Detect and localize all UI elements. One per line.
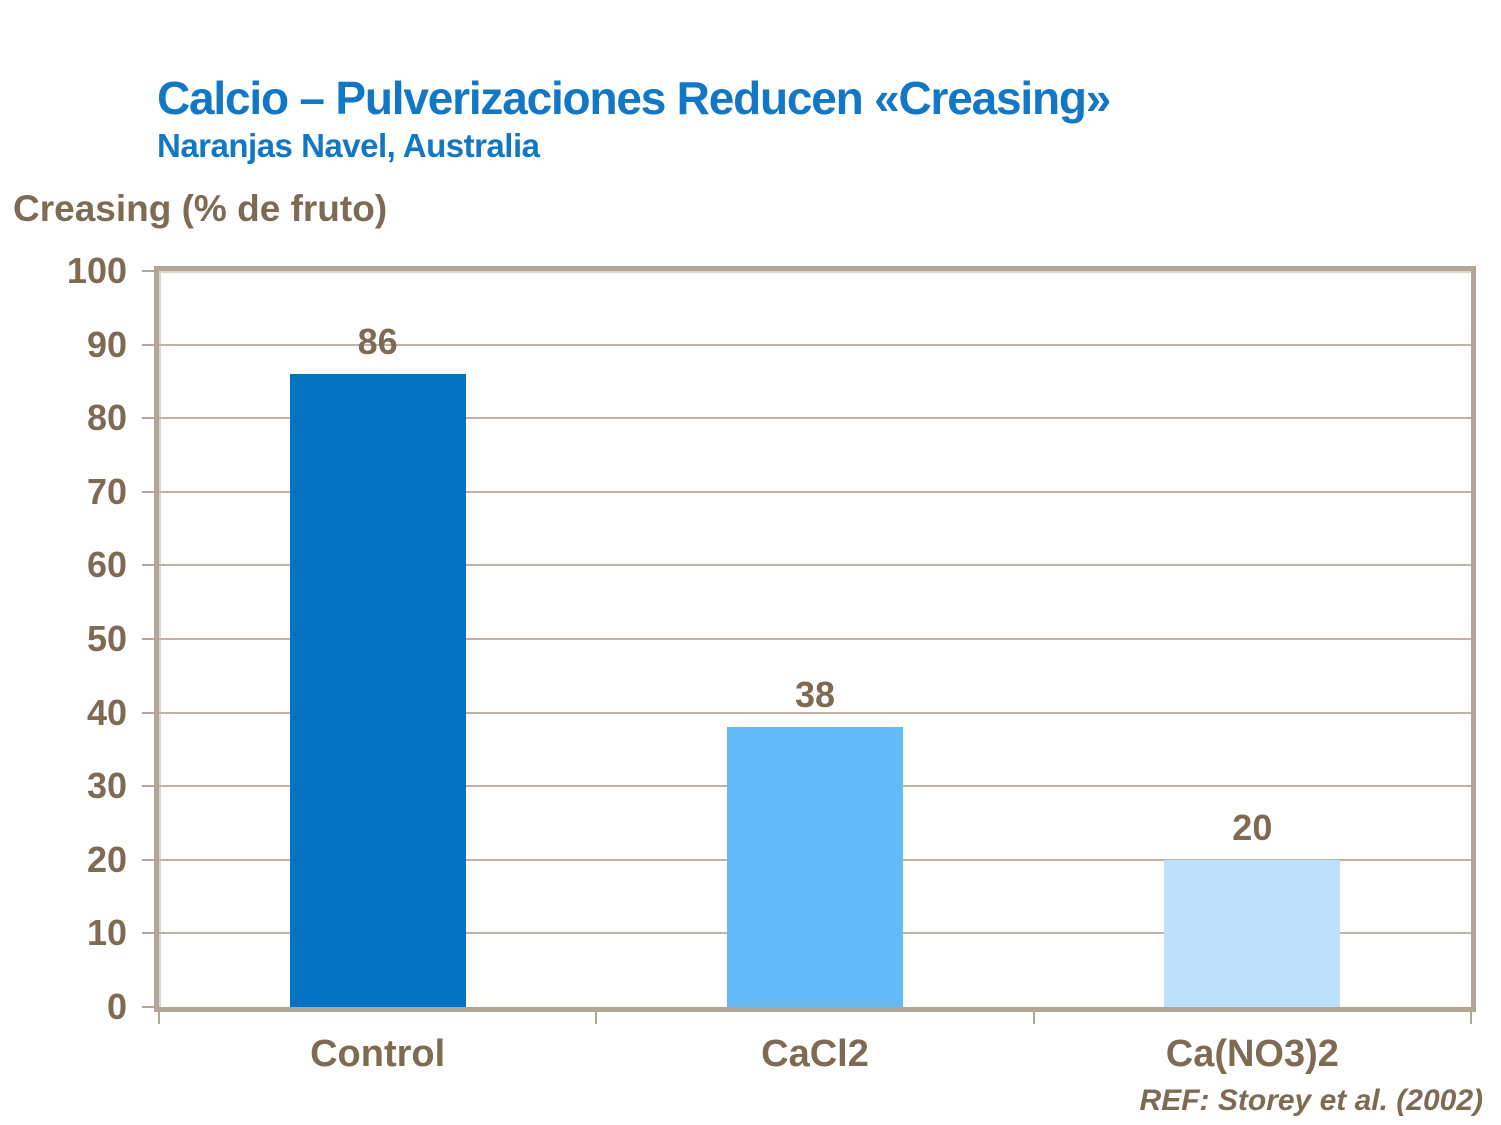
y-tick-label: 50 [86,618,127,659]
y-axis-tick [142,417,154,420]
chart-title: Calcio – Pulverizaciones Reducen «Creasi… [157,72,1111,124]
y-axis-tick [142,711,154,714]
category-label: Control [310,1033,446,1075]
gridline [159,490,1471,493]
bar-value-label: 20 [1232,806,1273,848]
y-tick-label: 100 [66,250,127,291]
y-axis-title: Creasing (% de fruto) [13,188,388,229]
y-axis-tick [142,490,154,493]
gridline [159,564,1471,567]
y-axis-tick [142,858,154,861]
y-tick-label: 40 [86,691,127,733]
reference-citation: REF: Storey et al. (2002) [1139,1084,1483,1117]
y-tick-label: 10 [86,912,127,954]
gridline [159,343,1471,346]
y-tick-label: 80 [86,397,127,439]
x-axis-tick [158,1012,160,1024]
y-axis-tick [142,564,154,567]
x-axis-tick [1032,1012,1035,1024]
category-label: Ca(NO3)2 [1165,1033,1339,1075]
y-tick-label: 70 [86,470,127,512]
bar [289,374,466,1007]
y-axis-tick [142,1006,154,1008]
y-tick-label: 0 [106,986,127,1027]
y-axis-tick [142,270,154,272]
bar [1164,859,1341,1007]
y-tick-label: 90 [86,323,127,365]
gridline [159,638,1471,640]
chart-subtitle: Naranjas Navel, Australia [157,127,540,164]
y-tick-label: 60 [86,544,127,586]
y-axis-tick [142,343,154,346]
x-axis-tick [595,1012,598,1024]
y-tick-label: 30 [86,765,127,807]
bar-value-label: 86 [357,321,398,363]
bar-value-label: 38 [794,674,836,716]
y-axis-tick [142,785,154,788]
bar [727,727,903,1007]
y-axis-tick [142,638,154,640]
x-axis-tick [1470,1012,1472,1024]
gridline [159,417,1471,420]
y-axis-tick [142,932,154,935]
y-tick-label: 20 [86,838,127,880]
gridline [159,711,1471,714]
category-label: CaCl2 [761,1033,869,1075]
